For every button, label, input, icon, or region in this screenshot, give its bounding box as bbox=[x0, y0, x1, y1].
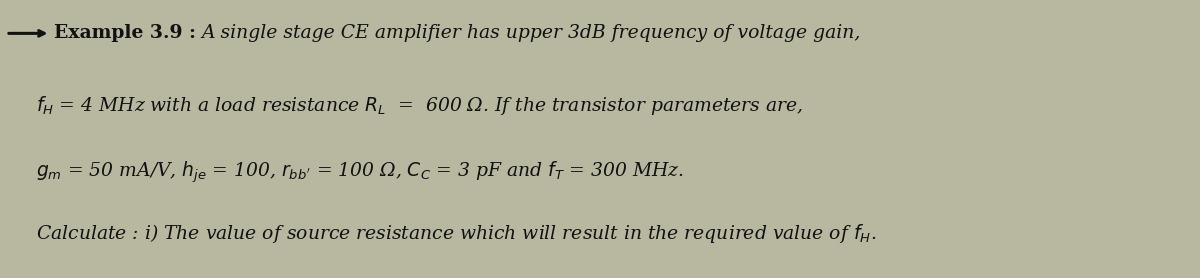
Text: A single stage CE amplifier has upper 3dB frequency of voltage gain,: A single stage CE amplifier has upper 3d… bbox=[202, 24, 860, 42]
Text: Example 3.9 :: Example 3.9 : bbox=[54, 24, 203, 42]
Text: Calculate : i) The value of source resistance which will result in the required : Calculate : i) The value of source resis… bbox=[36, 222, 876, 245]
Text: $g_m$ = 50 mA/V, $h_{je}$ = 100, $r_{bb'}$ = 100 Ω, $C_C$ = 3 pF and $f_T$ = 300: $g_m$ = 50 mA/V, $h_{je}$ = 100, $r_{bb'… bbox=[36, 160, 684, 185]
Text: $f_H$ = 4 MHz with a load resistance $R_L$  =  600 Ω. If the transistor paramete: $f_H$ = 4 MHz with a load resistance $R_… bbox=[36, 94, 803, 117]
